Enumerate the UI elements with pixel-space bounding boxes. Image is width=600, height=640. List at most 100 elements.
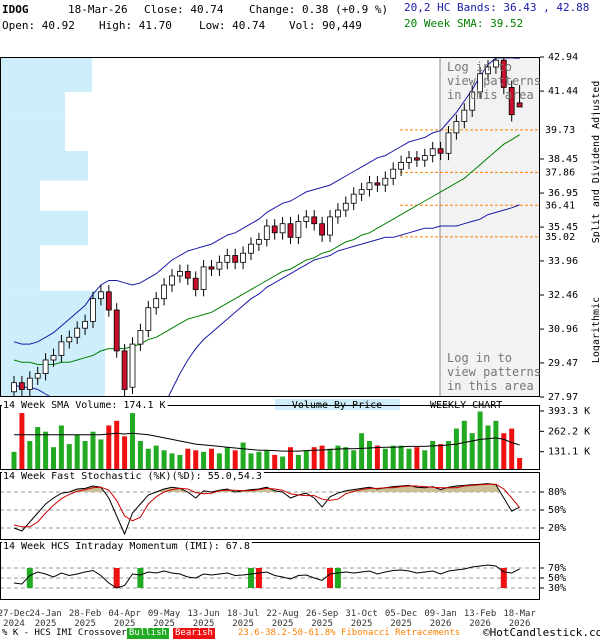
volume-bar: [382, 448, 388, 470]
fib-label: 37.86: [545, 167, 575, 178]
volume-bar: [232, 450, 238, 470]
candle-body: [169, 275, 175, 286]
volume-bar: [311, 447, 317, 470]
volume-bar: [493, 420, 499, 470]
volume-bar: [469, 433, 475, 470]
candle-body: [58, 341, 65, 356]
volume-bar: [374, 445, 380, 470]
y-tick-label: 35.45: [548, 222, 578, 233]
signal-bar: [255, 568, 262, 588]
volume-bar: [27, 440, 33, 470]
side-note: Logarithmic: [591, 297, 600, 363]
y-tick-label: 131.1 K: [548, 447, 590, 458]
candle-body: [319, 223, 326, 236]
vbp-bar: [0, 290, 105, 397]
signal-bar: [137, 568, 144, 588]
y-tick-label: 70%: [548, 563, 566, 574]
candle-body: [485, 66, 491, 75]
x-tick-label: 09-Jan 2026: [424, 609, 457, 629]
volume-bar: [122, 436, 128, 470]
candle-body: [240, 252, 247, 263]
candle-body: [42, 359, 49, 375]
y-tick-label: 42.94: [548, 52, 578, 63]
volume-bar: [501, 433, 507, 470]
locked-note: Log in to view patterns in this area: [447, 60, 541, 102]
volume-bar: [82, 440, 88, 470]
candle-body: [492, 59, 499, 68]
panel: [11, 411, 523, 470]
signal-bar: [334, 568, 341, 588]
y-tick-label: 80%: [548, 487, 566, 498]
volume-bar: [319, 445, 325, 470]
candle-body: [461, 109, 468, 122]
volume-bar: [367, 440, 372, 470]
panel-title: 14 Week HCS Intraday Momentum (IMI): 67.…: [3, 541, 250, 552]
volume-bar: [19, 413, 25, 470]
y-tick-label: 50%: [548, 505, 566, 516]
high: High: 41.70: [99, 19, 172, 32]
volume-bar: [517, 457, 523, 470]
volume-bar: [177, 454, 183, 470]
x-tick-label: 04-Apr 2025: [108, 609, 141, 629]
vbp-bar: [0, 151, 88, 181]
candle-body: [271, 225, 278, 234]
low: Low: 40.74: [199, 19, 266, 32]
volume-bar: [201, 451, 207, 470]
candle-body: [248, 243, 254, 254]
volume-bar: [248, 453, 254, 470]
sma-label: 20 Week SMA: 39.52: [404, 17, 524, 30]
panel: [0, 483, 540, 536]
fib-label: 36.41: [545, 200, 575, 211]
volume-bar: [58, 425, 64, 470]
x-tick-label: 22-Aug 2025: [266, 609, 299, 629]
candle-body: [366, 182, 373, 191]
y-tick-label: 30.96: [548, 324, 578, 335]
volume-bar: [11, 451, 17, 470]
candle-body: [82, 320, 88, 329]
signal-bar: [327, 568, 333, 588]
candle-body: [421, 155, 428, 161]
volume-bar: [256, 451, 262, 470]
candle-body: [121, 350, 128, 390]
volume-bar: [343, 447, 349, 470]
volume-bar: [153, 445, 159, 470]
volume-bar: [66, 444, 72, 470]
candle-body: [208, 266, 215, 270]
signal-bar: [500, 568, 507, 588]
open: Open: 40.92: [2, 19, 75, 32]
y-tick-label: 33.96: [548, 256, 578, 267]
volume-bar: [453, 428, 459, 470]
locked-area: [440, 57, 540, 397]
candle-body: [74, 327, 81, 338]
volume-bar: [398, 445, 404, 470]
candle-body: [477, 73, 484, 93]
candle-body: [303, 216, 310, 222]
vbp-label-bg: [275, 399, 400, 410]
candle-body: [295, 221, 302, 238]
volume-bar: [43, 431, 49, 470]
title-bg: [2, 400, 168, 410]
candle-body: [406, 157, 412, 163]
candle-body: [105, 291, 112, 311]
volume-bar: [90, 431, 96, 470]
volume-bar: [414, 447, 420, 470]
side-note: Split and Dividend Adjusted: [591, 81, 600, 244]
x-tick-label: 26-Sep 2025: [305, 609, 339, 629]
candle-body: [232, 255, 239, 263]
candle-body: [500, 59, 507, 88]
close: Close: 40.74: [144, 3, 224, 16]
volume-bar: [130, 413, 135, 470]
volume-bar: [264, 450, 270, 470]
candle-body: [145, 307, 152, 331]
candle-body: [66, 336, 73, 343]
candle-body: [287, 223, 294, 238]
volume-bar: [351, 450, 357, 470]
vbp-bar: [0, 180, 40, 211]
y-tick-label: 393.3 K: [548, 406, 590, 417]
x-tick-label: 27-Dec 2024: [0, 609, 31, 629]
volume-bar: [509, 428, 515, 470]
candle-body: [224, 255, 231, 263]
volume-bar: [98, 439, 104, 470]
volume-bar: [224, 447, 230, 470]
